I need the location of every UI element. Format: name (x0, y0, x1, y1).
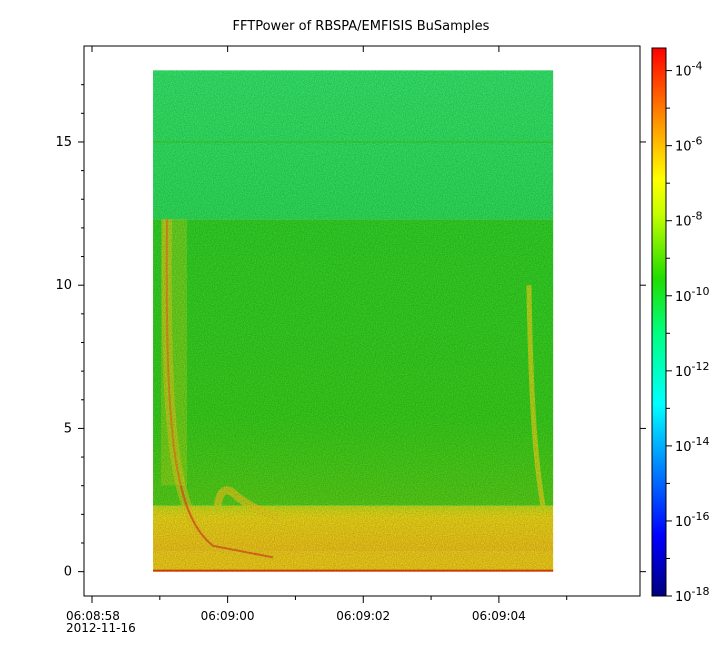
colorbar: 10-4 10-6 10-8 10-10 10-12 10-14 10-16 10-18 (651, 47, 710, 605)
plot-area (83, 45, 641, 597)
colorbar-tick-label: 10-14 (675, 435, 710, 455)
y-tick-label: 5 (64, 421, 72, 436)
x-tick-label: 06:09:02 (336, 609, 390, 623)
x-tick-label: 06:09:00 (201, 609, 255, 623)
colorbar-tick-label: 10-18 (675, 585, 710, 605)
noise-texture (153, 70, 554, 572)
y-tick-label: 10 (55, 278, 72, 293)
x-tick-label: 06:08:58 (66, 609, 120, 623)
x-axis: 06:08:58 06:09:00 06:09:02 06:09:04 (66, 46, 568, 623)
colorbar-ticks: 10-4 10-6 10-8 10-10 10-12 10-14 10-16 10-18 (666, 60, 710, 605)
y-tick-label: 15 (55, 135, 72, 150)
colorbar-tick-label: 10-6 (675, 135, 703, 155)
x-tick-label: 06:09:04 (472, 609, 526, 623)
x-axis-date-label: 2012-11-16 (66, 621, 136, 635)
colorbar-tick-label: 10-10 (675, 285, 710, 305)
colorbar-tick-label: 10-8 (675, 210, 703, 230)
spectrogram-image (153, 70, 554, 572)
chart-title: FFTPower of RBSPA/EMFISIS BuSamples (233, 19, 490, 34)
y-axis: 0 5 10 15 (55, 84, 646, 580)
colorbar-gradient (651, 47, 667, 597)
colorbar-tick-label: 10-12 (675, 360, 710, 380)
colorbar-tick-label: 10-16 (675, 510, 710, 530)
y-tick-label: 0 (64, 565, 72, 580)
colorbar-tick-label: 10-4 (675, 60, 703, 80)
